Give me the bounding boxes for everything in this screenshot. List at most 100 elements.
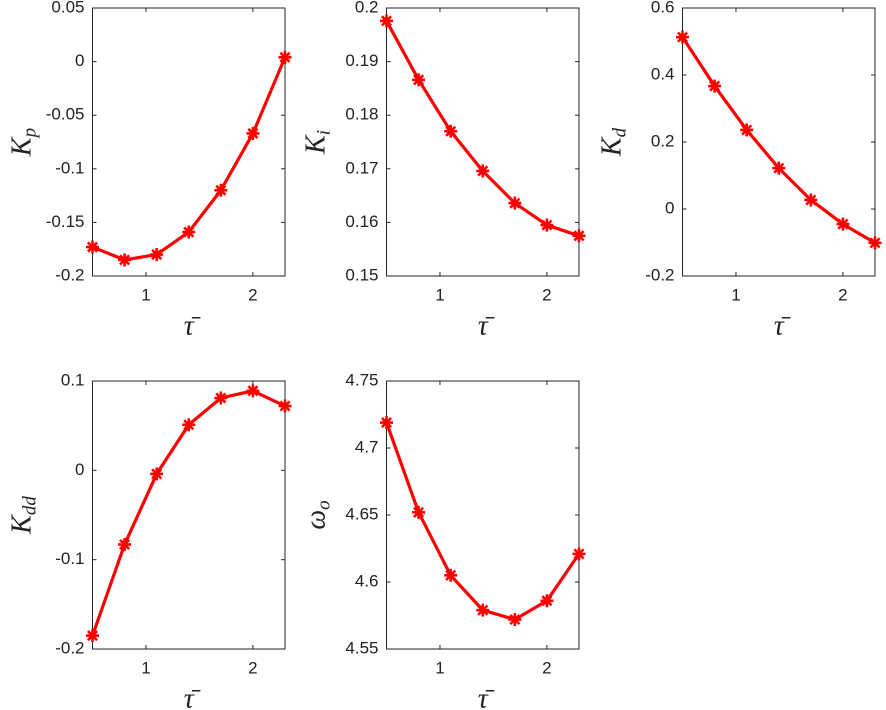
data-marker (214, 183, 228, 197)
marker-stroke (380, 417, 393, 429)
data-marker (676, 30, 689, 44)
marker-stroke (573, 230, 585, 242)
y-tick-label: -0.15 (46, 212, 85, 231)
data-line (385, 20, 580, 238)
data-marker (380, 14, 393, 28)
marker-stroke (279, 51, 291, 63)
marker-stroke (279, 400, 291, 412)
data-marker (246, 126, 260, 140)
marker-stroke (837, 218, 849, 230)
marker-stroke (805, 194, 817, 206)
y-axis-label: Kp (7, 128, 41, 157)
marker-stroke (869, 237, 881, 249)
marker-stroke (380, 15, 393, 27)
marker-stroke (413, 506, 425, 518)
data-marker (182, 225, 196, 239)
marker-stroke (215, 184, 227, 196)
marker-stroke (119, 538, 131, 550)
subplot: -0.2 -0.15 -0.1 -0.05 0 0.05 1 2 τ̄ Kp (7, 0, 292, 341)
data-marker (380, 416, 393, 430)
x-axis-label: τ̄ (478, 310, 495, 341)
data-marker (740, 123, 754, 137)
x-tick-label: 1 (731, 285, 740, 304)
y-tick-label: -0.05 (46, 105, 85, 124)
y-tick-label: 0 (665, 198, 674, 217)
x-tick-label: 1 (435, 285, 444, 304)
subplot: -0.2 -0.1 0 0.1 1 2 τ̄ Kdd (7, 370, 292, 710)
data-marker (412, 505, 426, 519)
y-tick-label: 4.75 (345, 370, 378, 389)
x-tick-label: 2 (542, 658, 551, 677)
data-marker (214, 391, 228, 405)
marker-stroke (477, 165, 489, 177)
y-tick-label: 0.17 (345, 158, 378, 177)
x-tick-label: 2 (542, 285, 551, 304)
data-marker (540, 594, 554, 608)
x-tick-label: 1 (141, 285, 150, 304)
axes-box (386, 7, 580, 277)
y-label-main: K (301, 134, 332, 155)
marker-stroke (541, 595, 553, 607)
y-tick-label: -0.1 (55, 158, 84, 177)
marker-stroke (445, 569, 457, 581)
data-marker (278, 50, 292, 64)
y-tick-label: 0.15 (345, 265, 378, 284)
y-label-main: K (7, 136, 38, 157)
y-tick-label: 4.55 (345, 638, 378, 657)
x-axis-label: τ̄ (774, 310, 791, 341)
y-tick-label: 0 (75, 51, 84, 70)
marker-stroke (183, 419, 195, 431)
data-marker (572, 547, 586, 561)
data-marker (118, 253, 132, 267)
y-tick-label: -0.1 (55, 549, 84, 568)
marker-stroke (509, 197, 521, 209)
data-marker (444, 124, 458, 138)
y-tick-label: -0.2 (55, 265, 84, 284)
data-marker (150, 467, 164, 481)
axes-box (92, 380, 286, 650)
data-marker (246, 384, 260, 398)
data-marker (118, 537, 132, 551)
y-tick-label: 0.4 (651, 64, 675, 83)
y-tick-label: 0.2 (651, 131, 675, 150)
data-marker (508, 613, 522, 627)
data-marker (540, 218, 554, 232)
y-tick-label: 0.19 (345, 51, 378, 70)
y-label-sub: dd (20, 496, 41, 516)
data-marker (182, 418, 196, 432)
x-axis-label: τ̄ (478, 683, 495, 710)
data-marker (772, 161, 786, 175)
y-tick-label: 4.6 (355, 571, 379, 590)
marker-stroke (741, 124, 753, 136)
y-axis-label: Kd (597, 127, 631, 157)
marker-stroke (676, 31, 689, 43)
marker-stroke (573, 548, 585, 560)
y-label-sub: d (610, 127, 631, 137)
data-marker (86, 629, 99, 643)
marker-stroke (119, 254, 131, 266)
marker-stroke (445, 125, 457, 137)
y-tick-label: -0.2 (645, 265, 674, 284)
y-label-main: ω (301, 510, 332, 530)
y-tick-label: 0.2 (355, 0, 379, 16)
marker-stroke (509, 614, 521, 626)
subplot: 0.15 0.16 0.17 0.18 0.19 0.2 1 2 τ̄ Ki (301, 0, 586, 341)
data-marker (572, 229, 586, 243)
subplot: 4.55 4.6 4.65 4.7 4.75 1 2 τ̄ ωo (301, 370, 586, 710)
y-tick-label: 0 (75, 460, 84, 479)
x-tick-label: 1 (141, 658, 150, 677)
marker-stroke (477, 604, 489, 616)
y-axis-label: Kdd (7, 496, 41, 535)
marker-stroke (247, 385, 259, 397)
axes-box (682, 7, 876, 277)
y-axis-label: ωo (301, 500, 335, 529)
y-tick-label: 0.18 (345, 105, 378, 124)
x-tick-label: 2 (248, 285, 257, 304)
marker-stroke (709, 80, 721, 92)
marker-stroke (773, 162, 785, 174)
data-line (681, 36, 876, 245)
y-label-main: K (597, 136, 628, 157)
data-marker (278, 399, 292, 413)
data-marker (836, 217, 850, 231)
